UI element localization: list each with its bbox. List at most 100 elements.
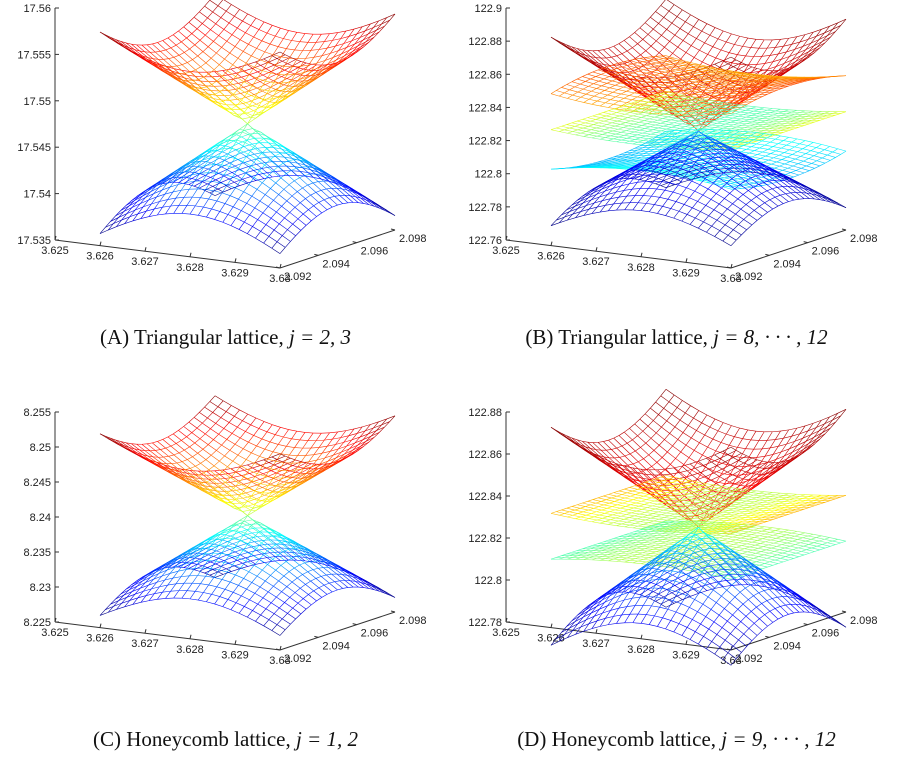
mesh-line (193, 79, 199, 81)
mesh-line (615, 93, 622, 98)
mesh-line (819, 35, 828, 40)
mesh-line (294, 80, 303, 87)
mesh-line (661, 29, 667, 36)
mesh-line (278, 194, 288, 202)
mesh-line (241, 203, 247, 211)
mesh-line (329, 65, 335, 69)
mesh-line (621, 110, 631, 113)
mesh-line (281, 205, 290, 213)
mesh-line (196, 165, 206, 168)
mesh-line (750, 87, 756, 90)
mesh-line (143, 203, 152, 208)
mesh-line (793, 63, 800, 67)
mesh-line (614, 117, 623, 120)
mesh-line (702, 100, 709, 104)
y-tick-label: 2.098 (399, 233, 427, 245)
mesh-line (279, 143, 288, 150)
mesh-line (277, 99, 283, 105)
mesh-line (367, 27, 374, 35)
mesh-line (673, 114, 682, 117)
mesh-line (200, 197, 209, 200)
mesh-line (739, 99, 745, 103)
mesh-line (229, 158, 236, 167)
mesh-line (173, 30, 179, 35)
mesh-line (673, 120, 680, 124)
mesh-line (738, 68, 744, 72)
mesh-line (791, 110, 798, 113)
mesh-line (267, 171, 276, 173)
mesh-line (155, 181, 165, 187)
mesh-line (697, 109, 703, 112)
mesh-line (154, 63, 160, 69)
mesh-line (701, 85, 707, 88)
mesh-line (292, 218, 299, 225)
mesh-line (678, 71, 684, 73)
mesh-line (676, 75, 682, 78)
mesh-line (596, 85, 602, 89)
mesh-line (250, 135, 259, 143)
mesh-line (804, 56, 810, 61)
mesh-line (139, 197, 146, 204)
mesh-line (108, 226, 117, 231)
mesh-line (368, 29, 377, 35)
mesh-line (700, 78, 707, 81)
mesh-line (225, 87, 234, 95)
mesh-line (709, 27, 716, 36)
mesh-line (762, 118, 771, 120)
mesh-line (209, 150, 216, 159)
mesh-line (731, 85, 737, 88)
mesh-line (258, 174, 265, 179)
mesh-line (790, 79, 796, 81)
mesh-line (302, 167, 309, 173)
mesh-line (715, 57, 725, 62)
mesh-line (105, 34, 114, 41)
mesh-line (799, 39, 809, 43)
mesh-line (285, 54, 291, 58)
mesh-line (723, 90, 730, 94)
mesh-line (609, 127, 619, 130)
mesh-line (837, 18, 847, 24)
mesh-line (276, 206, 282, 213)
mesh-line (294, 73, 301, 76)
mesh-line (337, 203, 343, 206)
mesh-line (792, 116, 798, 119)
mesh-line (170, 47, 180, 56)
mesh-line (756, 76, 765, 78)
mesh-line (232, 152, 242, 157)
mesh-line (749, 123, 756, 127)
mesh-line (675, 136, 684, 139)
mesh-line (705, 110, 711, 113)
mesh-line (647, 28, 654, 35)
mesh-line (597, 69, 607, 73)
mesh-line (310, 42, 317, 51)
mesh-line (626, 137, 636, 140)
mesh-line (323, 197, 330, 201)
mesh-line (634, 131, 643, 134)
mesh-line (684, 124, 691, 127)
mesh-line (224, 94, 233, 96)
mesh-line (690, 81, 696, 85)
mesh-line (720, 71, 730, 74)
mesh-line (693, 93, 703, 96)
mesh-line (619, 115, 628, 118)
mesh-line (261, 40, 271, 45)
mesh-line (649, 116, 655, 120)
mesh-line (272, 54, 282, 58)
mesh-line (183, 26, 193, 34)
mesh-line (238, 88, 247, 94)
mesh-line (561, 87, 570, 91)
mesh-line (630, 112, 639, 115)
mesh-line (632, 113, 639, 117)
mesh-line (224, 52, 231, 60)
mesh-line (708, 114, 717, 117)
mesh-line (707, 90, 717, 95)
mesh-line (734, 104, 740, 107)
mesh-line (550, 90, 557, 94)
mesh-line (745, 74, 754, 77)
mesh-line (693, 98, 699, 101)
mesh-line (616, 141, 625, 144)
mesh-line (677, 40, 684, 48)
mesh-line (326, 206, 333, 210)
mesh-line (788, 65, 794, 69)
mesh-line (840, 18, 847, 26)
